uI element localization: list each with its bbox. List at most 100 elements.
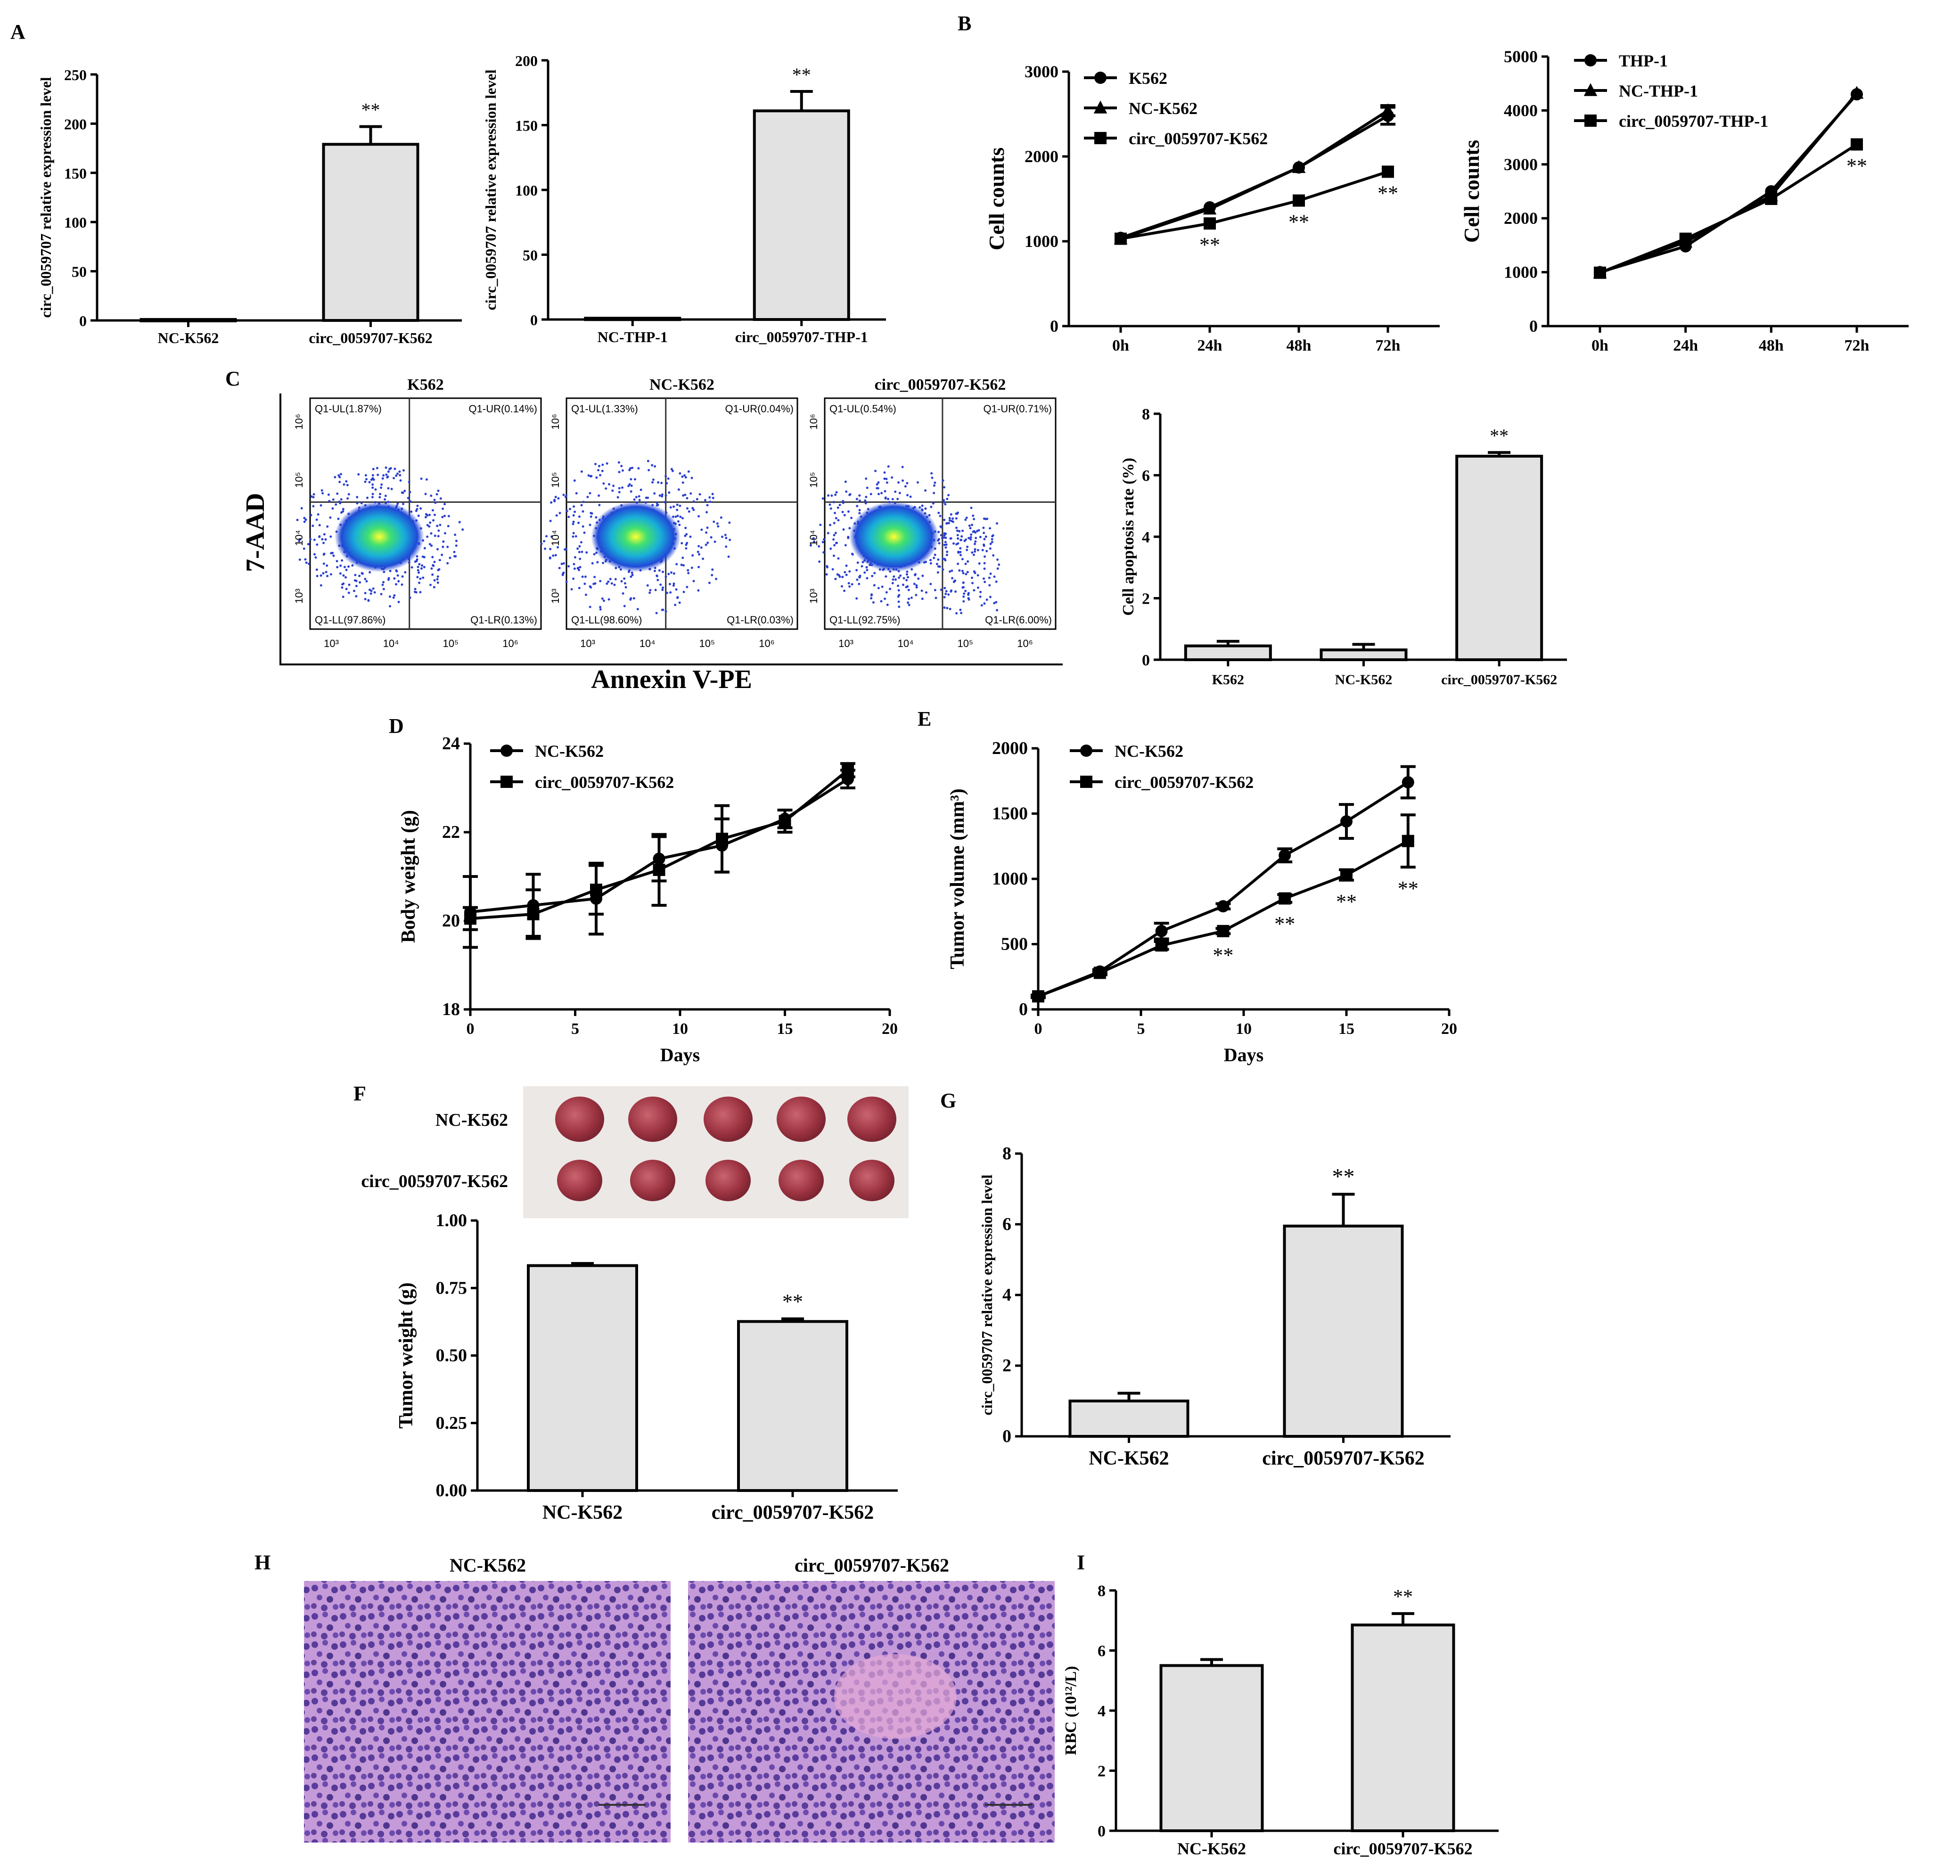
C_bar-ytick-label: 8 <box>1142 406 1150 423</box>
flow-event-dot <box>847 582 850 585</box>
flow-event-dot <box>943 536 945 539</box>
flow-event-dot <box>874 469 877 472</box>
flow-ytick-label: 10³ <box>808 589 820 604</box>
flow-event-dot <box>433 579 436 582</box>
flow-xtick-label: 10⁴ <box>640 638 656 649</box>
flow-event-dot <box>633 498 636 501</box>
flow-event-dot <box>612 484 615 487</box>
flow-event-dot <box>656 504 659 507</box>
flow-event-dot <box>655 612 658 614</box>
A1-ytick-label: 200 <box>64 115 87 132</box>
flow-event-dot <box>568 508 571 510</box>
G-ylabel: circ_0059707 relative expression level <box>978 1174 995 1415</box>
D-ytick-label: 20 <box>442 911 460 931</box>
flow-event-dot <box>419 591 422 594</box>
A1-xtick-label: NC-K562 <box>158 329 219 346</box>
D-xtick-label: 15 <box>777 1020 793 1038</box>
flow-event-dot <box>985 598 988 601</box>
flow-event-dot <box>589 524 591 526</box>
flow-event-dot <box>964 563 967 565</box>
flow-event-dot <box>580 541 582 544</box>
flow-event-dot <box>973 570 976 573</box>
flow-event-dot <box>934 589 936 591</box>
flow-event-dot <box>558 512 561 515</box>
I-ytick-label: 2 <box>1098 1763 1106 1780</box>
F-xtick-label: circ_0059707-K562 <box>712 1502 874 1524</box>
flow-event-dot <box>336 566 339 569</box>
flow-event-dot <box>906 482 909 484</box>
hne-eosin-region <box>834 1654 957 1739</box>
flow-event-dot <box>690 476 693 479</box>
flow-xtick-label: 10⁶ <box>1017 638 1033 649</box>
I-significance-mark: ** <box>1393 1586 1413 1608</box>
flow-event-dot <box>337 517 340 520</box>
flow-event-dot <box>436 578 439 581</box>
flow-event-dot <box>598 465 601 467</box>
panel-label-G: G <box>940 1089 956 1112</box>
flow-event-dot <box>664 610 667 613</box>
tumor-photo-row-label: circ_0059707-K562 <box>361 1171 508 1191</box>
flow-event-dot <box>832 554 835 557</box>
flow-event-dot <box>621 469 624 472</box>
flow-event-dot <box>681 542 683 545</box>
D-point <box>464 912 476 925</box>
flow-event-dot <box>929 559 932 562</box>
flow-event-dot <box>943 518 946 521</box>
B1-ylabel: Cell counts <box>984 147 1009 251</box>
B1-point <box>1293 194 1305 207</box>
E-xtick-label: 0 <box>1034 1020 1042 1038</box>
flow-event-dot <box>638 499 641 501</box>
flow-event-dot <box>985 550 988 553</box>
flow-event-dot <box>354 573 357 576</box>
flow-event-dot <box>436 581 439 584</box>
flow-event-dot <box>660 482 663 484</box>
flow-event-dot <box>858 582 861 585</box>
flow-event-dot <box>455 540 458 542</box>
flow-event-dot <box>382 474 385 477</box>
flow-event-dot <box>661 495 664 498</box>
flow-event-dot <box>885 591 888 594</box>
flow-event-dot <box>983 532 985 534</box>
flow-event-dot <box>809 544 812 547</box>
B1-ytick-label: 0 <box>1050 317 1058 336</box>
flow-event-dot <box>848 585 851 588</box>
C_bar-ytick-label: 6 <box>1142 467 1150 485</box>
flow-event-dot <box>705 511 708 514</box>
flow-event-dot <box>419 507 422 510</box>
flow-event-dot <box>431 573 434 576</box>
flow-event-dot <box>976 586 979 589</box>
flow-event-dot <box>364 474 367 477</box>
flow-event-dot <box>356 502 359 505</box>
panel-label-H: H <box>254 1551 271 1574</box>
flow-event-dot <box>897 600 900 603</box>
flow-event-dot <box>664 475 667 478</box>
flow-event-dot <box>677 488 680 491</box>
flow-event-dot <box>617 461 620 464</box>
flow-event-dot <box>575 492 578 495</box>
flow-event-dot <box>416 558 418 561</box>
flow-xtick-label: 10⁴ <box>898 638 914 649</box>
flow-event-dot <box>937 565 940 568</box>
flow-event-dot <box>902 577 905 580</box>
flow-event-dot <box>602 562 605 565</box>
tumor-sample <box>628 1097 677 1142</box>
flow-event-dot <box>833 534 836 537</box>
flow-event-dot <box>618 471 621 474</box>
flow-event-dot <box>426 535 429 538</box>
flow-event-dot <box>632 597 635 600</box>
E-point <box>1217 900 1230 913</box>
flow-event-dot <box>578 587 581 590</box>
flow-event-dot <box>962 572 965 574</box>
flow-event-dot <box>856 561 859 564</box>
flow-event-dot <box>574 535 577 538</box>
tumor-sample <box>555 1097 604 1142</box>
flow-event-dot <box>331 507 334 510</box>
flow-event-dot <box>605 487 607 490</box>
F-ytick-label: 0.75 <box>436 1278 467 1298</box>
flow-event-dot <box>970 576 973 579</box>
flow-event-dot <box>313 553 316 556</box>
flow-event-dot <box>300 507 303 510</box>
flow-quadrant-UL: Q1-UL(0.54%) <box>829 403 896 415</box>
flow-event-dot <box>416 576 419 579</box>
flow-event-dot <box>829 547 832 550</box>
